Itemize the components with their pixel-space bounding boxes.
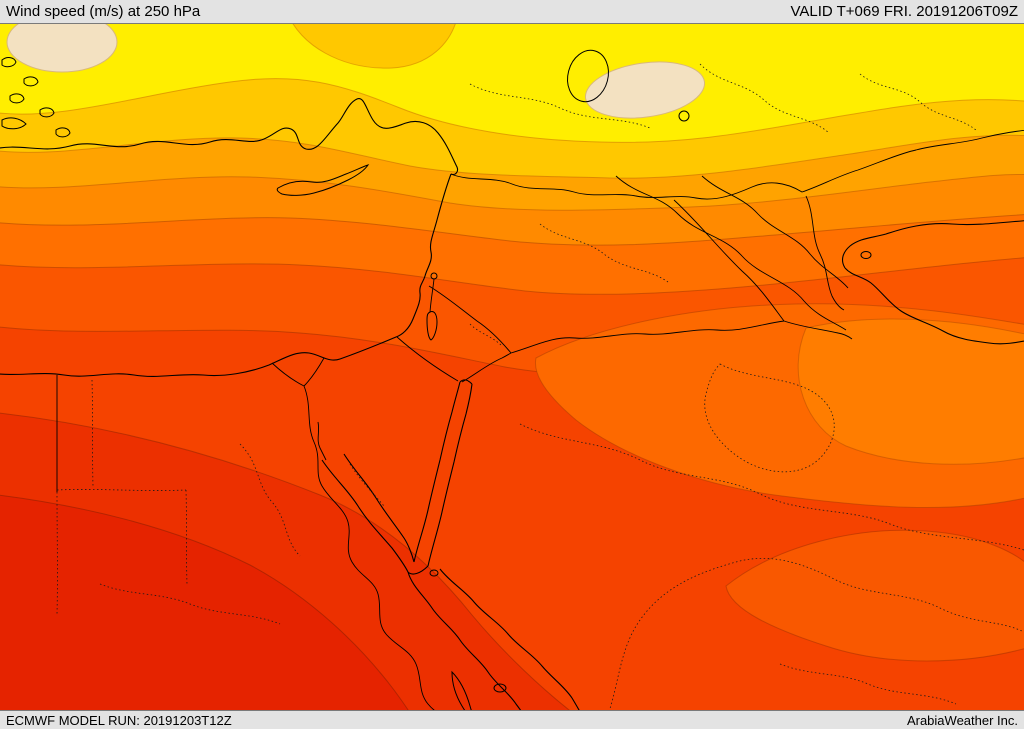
sinai-south-tip: [407, 565, 429, 575]
red-sea-island: [493, 683, 507, 693]
euphrates-river: [615, 175, 847, 331]
admin-saudi-long-1: [519, 423, 1024, 551]
admin-turkey-1: [469, 83, 651, 129]
model-run-label: ECMWF MODEL RUN: 20191203T12Z: [6, 712, 232, 728]
credit-label: ArabiaWeather Inc.: [906, 712, 1018, 728]
country-borders: [56, 129, 1024, 492]
tigris-river: [701, 175, 849, 289]
kuwait-island: [860, 251, 872, 259]
levant-egypt-coastline: [0, 173, 452, 377]
red-sea-egypt-shore: [407, 571, 522, 710]
aegean-island-5: [1, 117, 27, 130]
admin-sinai: [349, 463, 385, 507]
jordan-river: [429, 278, 435, 313]
footer-bar: ECMWF MODEL RUN: 20191203T12Z ArabiaWeat…: [0, 710, 1024, 729]
map-title: Wind speed (m/s) at 250 hPa: [6, 3, 201, 20]
band-cream-blob-west: [6, 24, 118, 73]
aegean-island-1: [1, 57, 17, 68]
admin-egypt-west-3: [185, 489, 188, 585]
egypt-israel-border: [396, 336, 459, 382]
aegean-island-4: [39, 107, 55, 118]
gulf-of-suez-west-shore: [321, 459, 409, 573]
turkey-south-coastline: [0, 98, 459, 176]
lake-nasser: [451, 670, 472, 710]
admin-turkey-2: [699, 63, 829, 133]
admin-egypt-south: [99, 583, 281, 625]
band-patch-east-core: [797, 318, 1024, 465]
coastlines: [0, 98, 1024, 710]
persian-gulf-north-shore: [841, 220, 1024, 269]
rivers: [271, 175, 849, 710]
band-amber-top-wedge: [292, 24, 456, 69]
nile-river: [303, 385, 435, 710]
nile-delta-west-branch: [271, 362, 305, 387]
persian-gulf-south-shore: [844, 267, 1024, 345]
lake-tuz: [567, 49, 609, 103]
dead-sea: [426, 311, 438, 341]
nile-delta-east-branch: [303, 357, 325, 387]
gulf-of-aqaba-west-shore: [413, 381, 461, 563]
islands-and-lakes: [1, 49, 872, 710]
aegean-island-3: [9, 93, 25, 104]
gulf-of-suez-east-shore: [343, 453, 415, 563]
suez-canal: [317, 421, 327, 461]
header-bar: Wind speed (m/s) at 250 hPa VALID T+069 …: [0, 0, 1024, 24]
jordan-saudi-border: [461, 352, 512, 383]
band-deepest-red: [0, 494, 409, 710]
band-cream-blob-east: [584, 61, 706, 119]
syria-iraq-border: [673, 199, 785, 322]
turkey-syria-iraq-border: [450, 129, 1024, 200]
band-patch-southeast: [725, 529, 1024, 662]
jordan-iraq-saudi-border: [510, 320, 785, 354]
admin-syria: [539, 223, 669, 283]
weather-map: [0, 24, 1024, 710]
tiran-island: [429, 569, 439, 577]
valid-time-label: VALID T+069 FRI. 20191206T09Z: [790, 3, 1019, 20]
wind-speed-contour-bands: [0, 24, 1024, 710]
weather-map-container: [0, 24, 1024, 710]
gulf-of-aqaba-east-shore: [427, 383, 473, 567]
aegean-island-6: [55, 127, 71, 138]
admin-boundaries: [56, 63, 1024, 710]
turkey-small-lake: [678, 110, 690, 122]
admin-turkey-3: [859, 73, 977, 131]
cyprus-island: [276, 164, 370, 196]
iraq-kuwait-saudi-border: [783, 320, 853, 340]
syria-jordan-border: [428, 285, 512, 354]
red-sea-saudi-shore: [439, 568, 580, 710]
aegean-island-2: [23, 76, 39, 87]
iraq-iran-border: [805, 195, 845, 311]
